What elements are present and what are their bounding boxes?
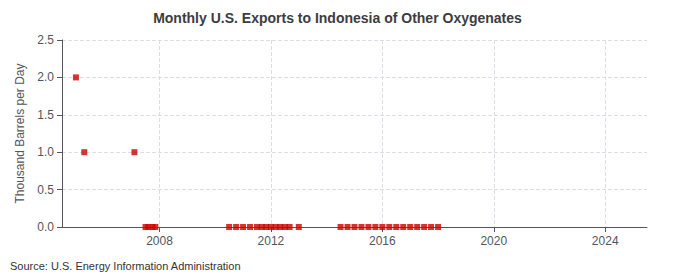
svg-text:2020: 2020 bbox=[480, 234, 507, 248]
svg-text:0.0: 0.0 bbox=[37, 220, 54, 234]
svg-text:Monthly U.S. Exports to Indone: Monthly U.S. Exports to Indonesia of Oth… bbox=[153, 10, 522, 26]
svg-text:2.0: 2.0 bbox=[37, 70, 54, 84]
svg-text:Source: U.S. Energy Informatio: Source: U.S. Energy Information Administ… bbox=[10, 260, 241, 272]
svg-text:2016: 2016 bbox=[369, 234, 396, 248]
svg-text:1.0: 1.0 bbox=[37, 145, 54, 159]
svg-text:Thousand Barrels per Day: Thousand Barrels per Day bbox=[13, 63, 27, 203]
svg-text:0.5: 0.5 bbox=[37, 183, 54, 197]
svg-text:2008: 2008 bbox=[146, 234, 173, 248]
svg-text:1.5: 1.5 bbox=[37, 108, 54, 122]
svg-text:2012: 2012 bbox=[258, 234, 285, 248]
svg-text:2024: 2024 bbox=[592, 234, 619, 248]
svg-text:2.5: 2.5 bbox=[37, 33, 54, 47]
